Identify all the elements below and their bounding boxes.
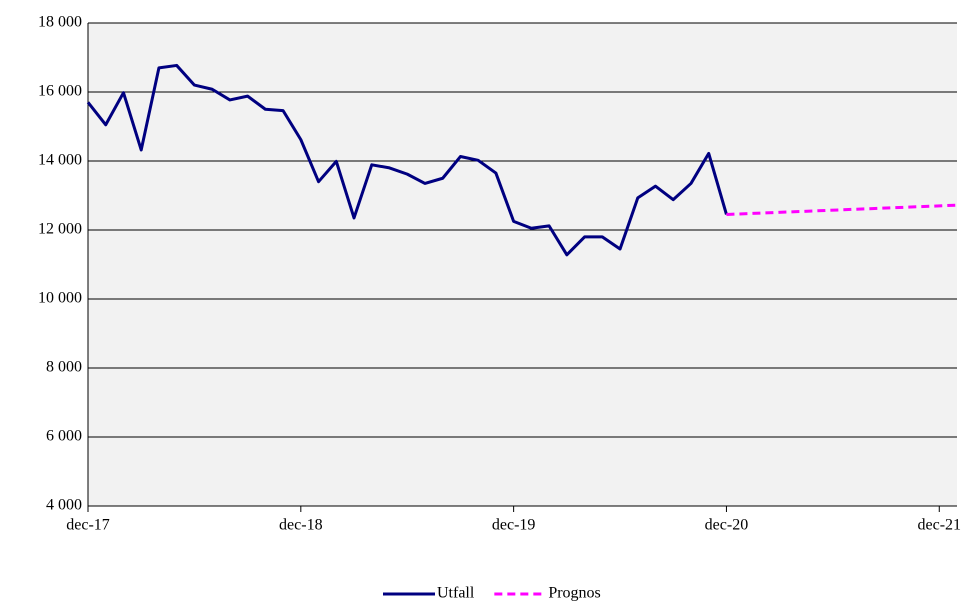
- series-line: [86, 63, 728, 257]
- y-tick-label: 14 000: [38, 152, 82, 169]
- y-tick-label: 4 000: [46, 497, 82, 514]
- x-tick-label: dec-21: [917, 517, 961, 534]
- y-tick-label: 16 000: [38, 83, 82, 100]
- legend-label: Prognos: [548, 585, 600, 602]
- x-tick-label: dec-18: [279, 517, 323, 534]
- y-tick-label: 10 000: [38, 290, 82, 307]
- y-tick-label: 12 000: [38, 221, 82, 238]
- x-tick-label: dec-19: [492, 517, 536, 534]
- x-tick-label: dec-20: [705, 517, 749, 534]
- plot-area: [88, 23, 957, 506]
- x-tick-label: dec-17: [66, 517, 110, 534]
- y-tick-label: 8 000: [46, 359, 82, 376]
- y-tick-label: 6 000: [46, 428, 82, 445]
- y-tick-label: 18 000: [38, 14, 82, 31]
- legend-label: Utfall: [437, 585, 475, 602]
